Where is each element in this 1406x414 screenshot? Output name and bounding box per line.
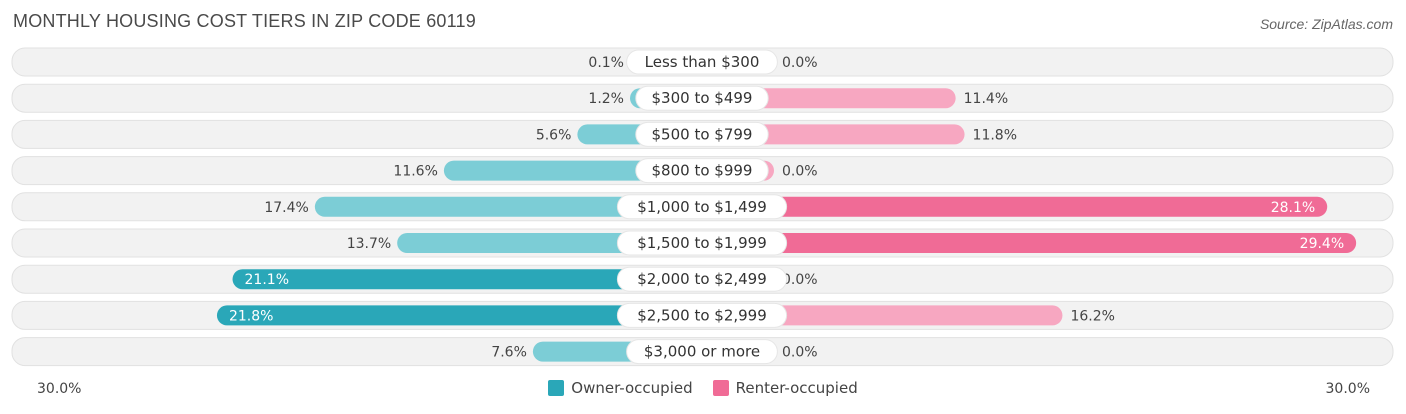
value-label-renter: 11.4%	[964, 91, 1008, 107]
category-label: $3,000 or more	[644, 343, 760, 361]
category-pill	[635, 158, 769, 184]
category-label: $800 to $999	[652, 162, 753, 180]
category-label: $300 to $499	[652, 89, 753, 107]
chart-title: MONTHLY HOUSING COST TIERS IN ZIP CODE 6…	[13, 11, 476, 31]
axis-left-label: 30.0%	[37, 381, 82, 397]
value-label-renter: 0.0%	[782, 345, 818, 361]
bar-owner	[232, 269, 702, 290]
category-label: $1,500 to $1,999	[637, 234, 767, 252]
bar-renter	[702, 196, 1328, 217]
category-pill	[635, 121, 769, 147]
legend-swatch-owner	[548, 380, 565, 396]
legend-label-owner: Owner-occupied	[571, 379, 693, 397]
value-label-renter: 11.8%	[973, 127, 1017, 143]
category-pill	[626, 49, 778, 75]
value-label-owner: 13.7%	[347, 236, 391, 252]
bar-renter	[702, 233, 1357, 253]
legend-item-owner: Owner-occupied	[548, 379, 693, 397]
category-label: $500 to $799	[652, 125, 753, 143]
value-label-owner: 11.6%	[393, 164, 437, 180]
value-label-renter: 29.4%	[1300, 236, 1344, 252]
category-pill	[616, 266, 788, 292]
bar-owner	[314, 196, 702, 217]
value-label-renter: 16.2%	[1070, 308, 1114, 324]
value-label-renter: 0.0%	[782, 164, 818, 180]
value-label-owner: 0.1%	[588, 55, 624, 71]
value-label-renter: 0.0%	[782, 55, 818, 71]
value-label-owner: 21.8%	[229, 308, 273, 324]
bar-owner	[216, 305, 702, 326]
legend-swatch-renter	[712, 380, 729, 396]
legend: Owner-occupied Renter-occupied	[0, 379, 1406, 397]
axis-right-label: 30.0%	[1325, 381, 1370, 397]
value-label-owner: 5.6%	[536, 127, 572, 143]
source-label: Source: ZipAtlas.com	[1259, 16, 1393, 32]
category-label: $1,000 to $1,499	[637, 198, 767, 216]
category-label: $2,500 to $2,999	[637, 306, 767, 324]
legend-item-renter: Renter-occupied	[712, 379, 858, 397]
category-label: $2,000 to $2,499	[637, 270, 767, 288]
category-label: Less than $300	[645, 53, 760, 71]
category-pill	[626, 339, 778, 365]
value-label-owner: 21.1%	[245, 272, 289, 288]
category-pill	[616, 230, 788, 256]
legend-label-renter: Renter-occupied	[735, 379, 858, 397]
value-label-owner: 7.6%	[491, 345, 527, 361]
value-label-owner: 17.4%	[264, 200, 308, 216]
category-pill	[635, 85, 769, 111]
value-label-owner: 1.2%	[588, 91, 624, 107]
category-pill	[616, 194, 788, 220]
value-label-renter: 0.0%	[782, 272, 818, 288]
value-label-renter: 28.1%	[1271, 200, 1315, 216]
category-pill	[616, 302, 788, 328]
bar-renter	[702, 305, 1063, 326]
